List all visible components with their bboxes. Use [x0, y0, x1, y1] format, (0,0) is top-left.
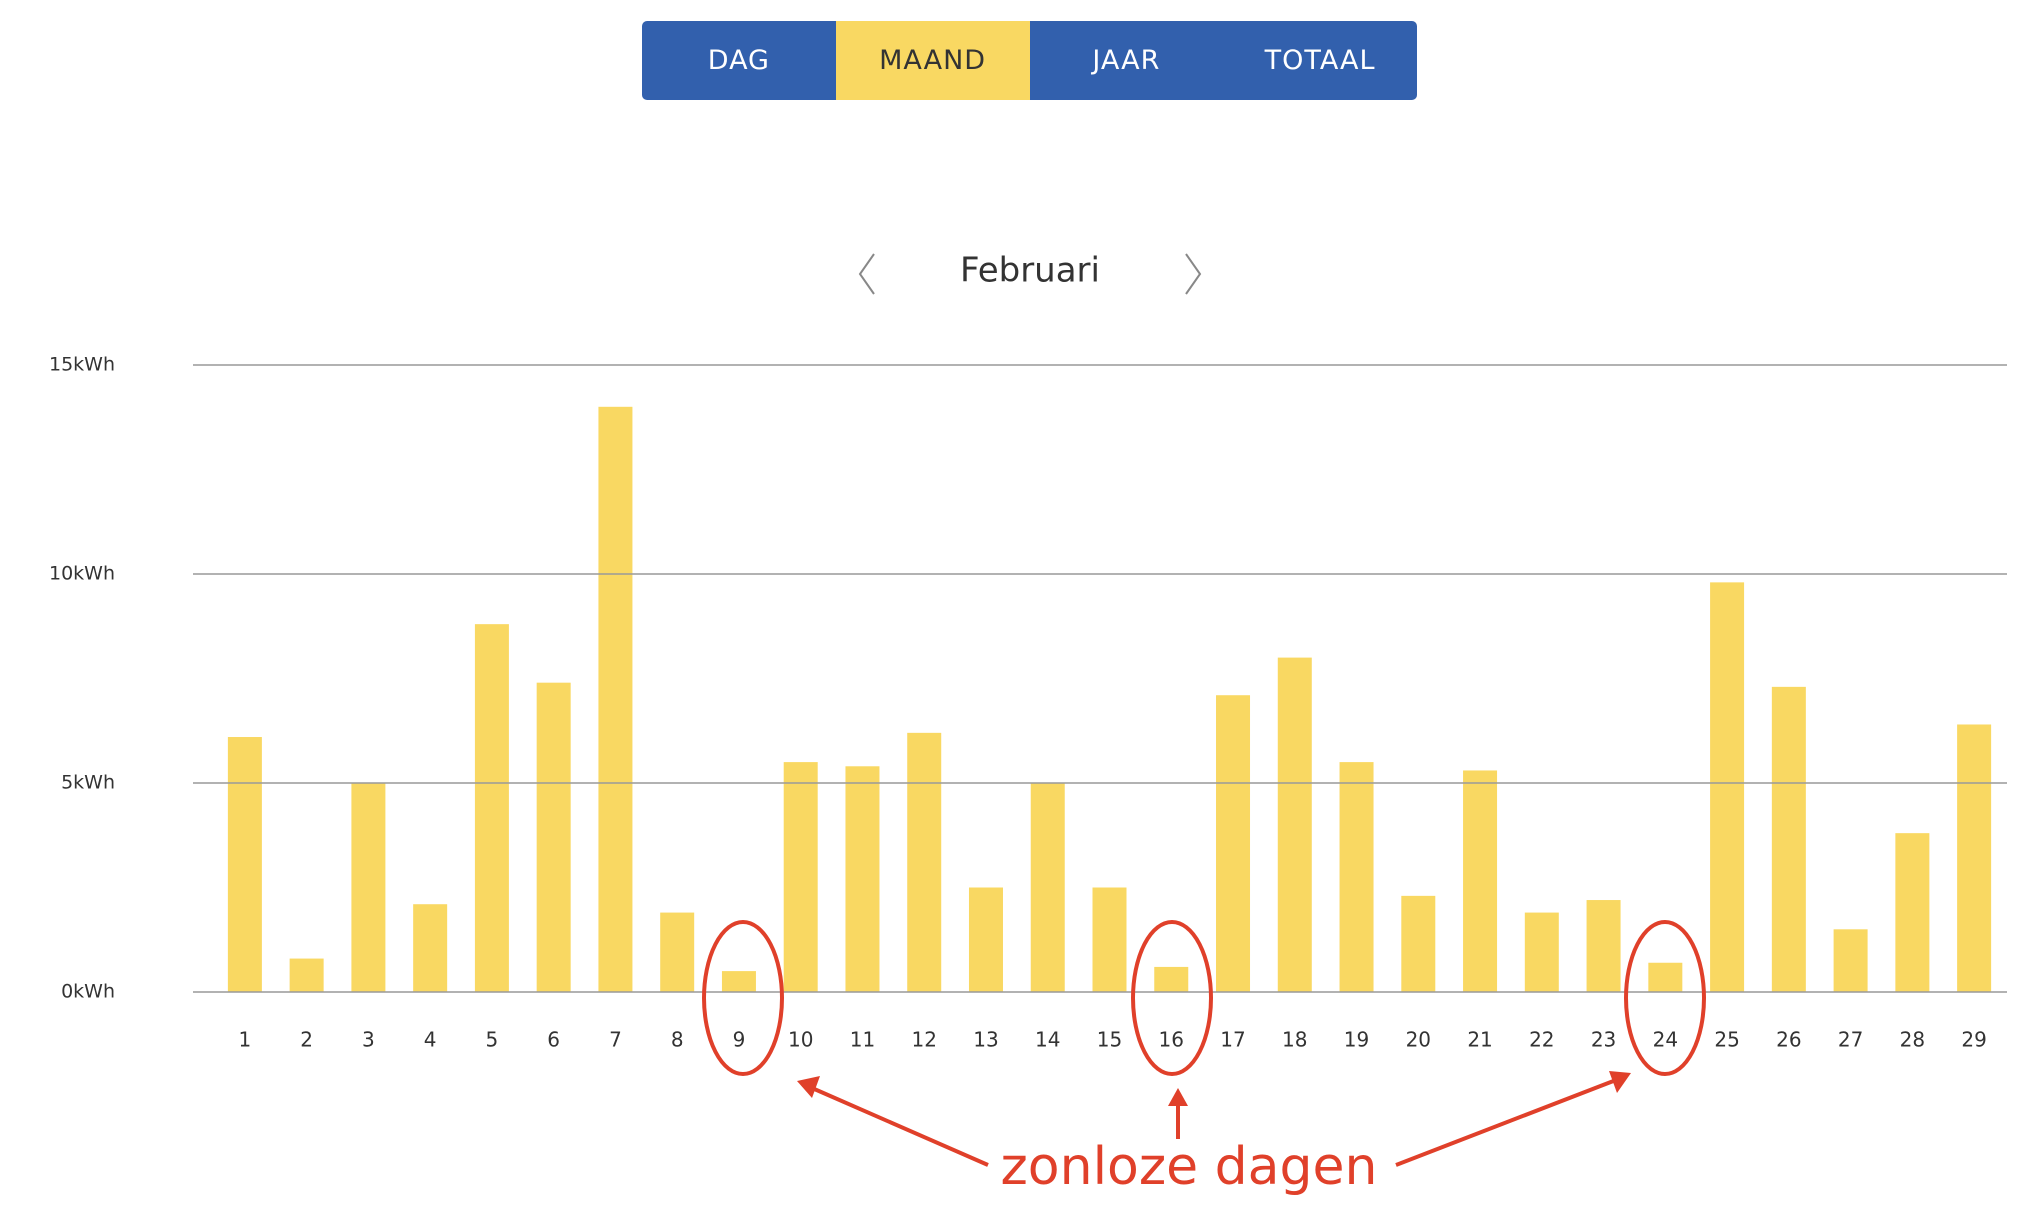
- x-tick-label: 8: [671, 1028, 684, 1052]
- bar: [1586, 900, 1621, 992]
- x-tick-label: 3: [362, 1028, 375, 1052]
- bar: [536, 682, 571, 992]
- prev-button[interactable]: [858, 253, 875, 295]
- x-tick-label: 6: [547, 1028, 560, 1052]
- bar: [1154, 966, 1189, 992]
- x-tick-label: 10: [788, 1028, 813, 1052]
- tab-bar: DAG MAAND JAAR TOTAAL: [642, 21, 1417, 100]
- x-tick-label: 13: [973, 1028, 998, 1052]
- bar: [474, 624, 509, 992]
- x-tick-label: 26: [1776, 1028, 1801, 1052]
- bar: [1463, 770, 1498, 992]
- bar: [907, 732, 942, 992]
- x-tick-label: 22: [1529, 1028, 1554, 1052]
- x-tick-label: 4: [424, 1028, 437, 1052]
- bar: [1277, 657, 1312, 992]
- y-tick-label: 15kWh: [49, 354, 115, 376]
- x-tick-label: 12: [911, 1028, 936, 1052]
- x-tick-label: 28: [1900, 1028, 1925, 1052]
- tab[interactable]: JAAR: [1092, 45, 1161, 76]
- bar: [1710, 582, 1745, 992]
- bar: [351, 783, 386, 992]
- bar: [1524, 912, 1559, 992]
- next-button[interactable]: [1185, 253, 1202, 295]
- bar: [1401, 895, 1436, 992]
- annotation-text: zonloze dagen: [1001, 1137, 1378, 1197]
- x-tick-label: 25: [1714, 1028, 1739, 1052]
- bar: [968, 887, 1003, 992]
- bar: [1957, 724, 1992, 992]
- x-tick-label: 24: [1653, 1028, 1678, 1052]
- x-tick-label: 2: [300, 1028, 313, 1052]
- bar: [1648, 962, 1683, 992]
- annotation-marks: [702, 920, 1706, 1167]
- bar: [1339, 762, 1374, 992]
- x-tick-label: 17: [1220, 1028, 1245, 1052]
- x-tick-label: 20: [1406, 1028, 1431, 1052]
- bar: [1030, 783, 1065, 992]
- bar: [783, 762, 818, 992]
- x-tick-label: 19: [1344, 1028, 1369, 1052]
- bar: [1216, 695, 1251, 992]
- x-tick-label: 16: [1159, 1028, 1184, 1052]
- x-tick-label: 29: [1961, 1028, 1986, 1052]
- x-tick-label: 5: [486, 1028, 499, 1052]
- y-tick-label: 10kWh: [49, 563, 115, 585]
- bar: [227, 737, 262, 992]
- bar: [289, 958, 324, 992]
- tab[interactable]: MAAND: [835, 21, 1030, 100]
- period-title: Februari: [960, 251, 1100, 291]
- x-tick-label: 27: [1838, 1028, 1863, 1052]
- x-tick-label: 18: [1282, 1028, 1307, 1052]
- y-tick-label: 5kWh: [61, 772, 115, 794]
- bar: [721, 971, 756, 992]
- bar: [1895, 833, 1930, 992]
- x-tick-label: 11: [850, 1028, 875, 1052]
- x-tick-label: 23: [1591, 1028, 1616, 1052]
- x-tick-label: 14: [1035, 1028, 1060, 1052]
- tab[interactable]: DAG: [707, 45, 770, 76]
- bar: [1833, 929, 1868, 992]
- bar: [1771, 686, 1806, 992]
- tab[interactable]: TOTAAL: [1264, 45, 1376, 76]
- bar: [598, 406, 633, 992]
- x-tick-label: 7: [609, 1028, 622, 1052]
- x-tick-label: 21: [1467, 1028, 1492, 1052]
- bar: [1092, 887, 1127, 992]
- x-tick-label: 1: [239, 1028, 252, 1052]
- bar: [660, 912, 695, 992]
- x-tick-label: 15: [1097, 1028, 1122, 1052]
- bar: [845, 766, 880, 992]
- x-tick-label: 9: [733, 1028, 746, 1052]
- bar: [413, 904, 448, 992]
- y-tick-label: 0kWh: [61, 981, 115, 1003]
